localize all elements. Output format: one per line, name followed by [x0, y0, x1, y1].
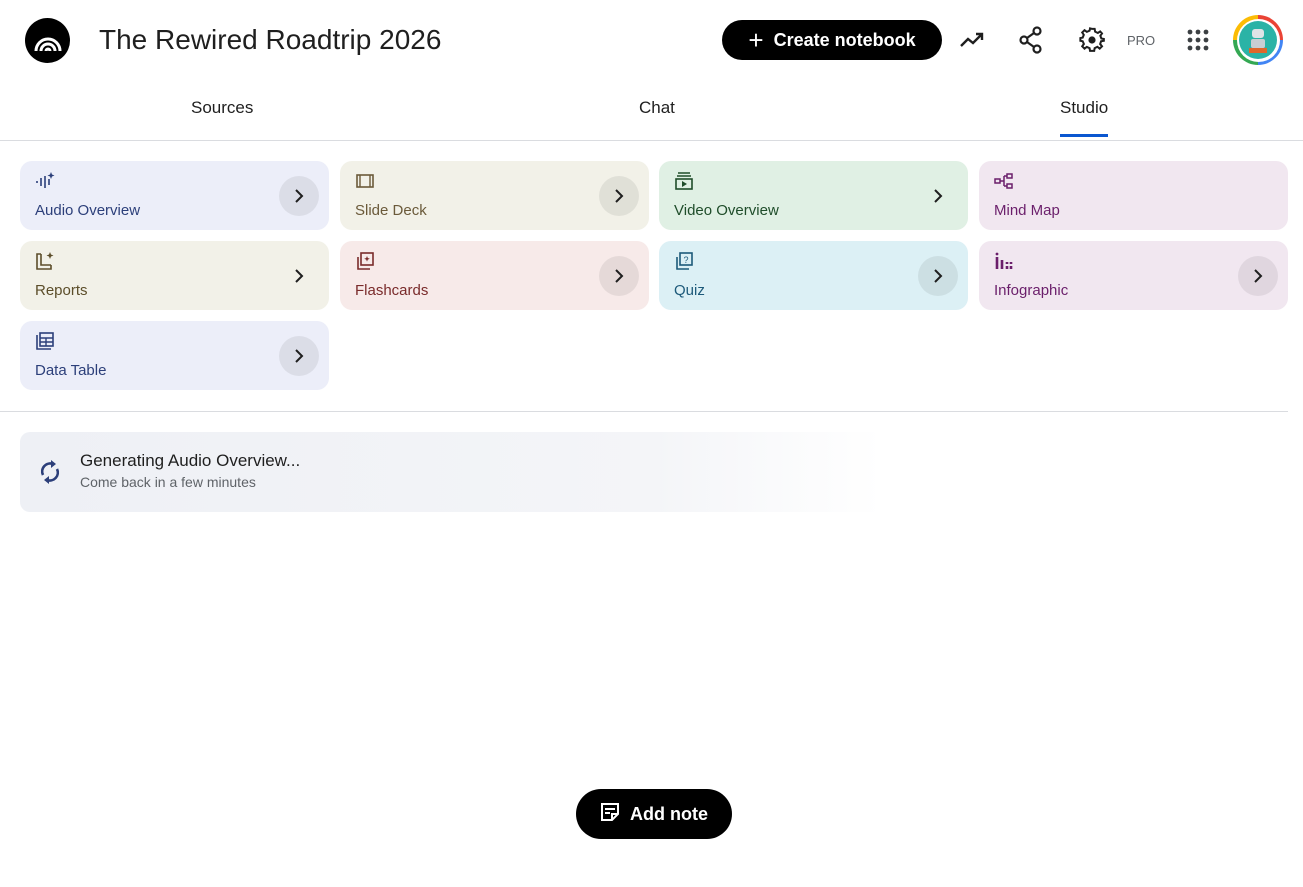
studio-card-audio-overview[interactable]: Audio Overview: [20, 161, 329, 230]
audio-waveform-sparkle-icon: [35, 171, 55, 191]
studio-card-reports[interactable]: Reports: [20, 241, 329, 310]
chevron-right-icon[interactable]: [1238, 256, 1278, 296]
studio-card-flashcards[interactable]: Flashcards: [340, 241, 649, 310]
mind-map-icon: [994, 171, 1014, 191]
chevron-right-icon[interactable]: [279, 336, 319, 376]
chevron-right-icon[interactable]: [599, 176, 639, 216]
chevron-right-icon[interactable]: [918, 256, 958, 296]
studio-card-label: Infographic: [994, 282, 1069, 299]
apps-grid-icon[interactable]: [1184, 26, 1212, 54]
studio-card-label: Reports: [35, 282, 88, 299]
svg-text:?: ?: [683, 255, 688, 265]
create-notebook-label: Create notebook: [773, 29, 916, 50]
studio-card-label: Mind Map: [994, 202, 1060, 219]
chevron-right-icon[interactable]: [279, 256, 319, 296]
slides-icon: [355, 171, 375, 191]
create-notebook-button[interactable]: + Create notebook: [722, 20, 942, 60]
chevron-right-icon[interactable]: [918, 176, 958, 216]
sync-icon: [38, 459, 62, 490]
generating-title: Generating Audio Overview...: [80, 451, 301, 470]
share-icon[interactable]: [1017, 26, 1045, 54]
studio-card-quiz[interactable]: ? Quiz: [659, 241, 968, 310]
video-icon: [674, 171, 694, 191]
note-icon: [600, 802, 620, 827]
tab-chat[interactable]: Chat: [639, 98, 675, 117]
divider: [0, 411, 1288, 412]
generating-subtitle: Come back in a few minutes: [80, 474, 256, 490]
studio-card-infographic[interactable]: Infographic: [979, 241, 1288, 310]
tab-studio[interactable]: Studio: [1060, 98, 1109, 137]
analytics-trending-icon[interactable]: [958, 26, 986, 54]
add-note-label: Add note: [630, 803, 708, 824]
plus-icon: +: [748, 25, 764, 55]
settings-gear-icon[interactable]: [1078, 26, 1106, 54]
studio-card-label: Video Overview: [674, 202, 779, 219]
pro-badge: PRO: [1127, 33, 1156, 48]
notebooklm-logo-icon[interactable]: [25, 18, 70, 63]
generating-audio-overview-item: Generating Audio Overview... Come back i…: [20, 432, 1288, 512]
studio-card-label: Flashcards: [355, 282, 429, 299]
studio-card-video-overview[interactable]: Video Overview: [659, 161, 968, 230]
tab-sources[interactable]: Sources: [191, 98, 254, 117]
studio-card-label: Audio Overview: [35, 202, 141, 219]
studio-card-label: Slide Deck: [355, 202, 427, 219]
infographic-icon: [994, 251, 1014, 271]
avatar[interactable]: [1233, 15, 1283, 65]
notebook-title[interactable]: The Rewired Roadtrip 2026: [99, 24, 442, 55]
flashcards-icon: [355, 251, 375, 271]
studio-card-data-table[interactable]: Data Table: [20, 321, 329, 390]
studio-card-mind-map[interactable]: Mind Map: [979, 161, 1288, 230]
report-sparkle-icon: [35, 251, 55, 271]
studio-card-slide-deck[interactable]: Slide Deck: [340, 161, 649, 230]
studio-card-label: Quiz: [674, 282, 705, 299]
add-note-button[interactable]: Add note: [576, 789, 732, 839]
studio-card-label: Data Table: [35, 362, 107, 379]
chevron-right-icon[interactable]: [599, 256, 639, 296]
quiz-icon: ?: [674, 251, 694, 271]
tab-bar: Sources Chat Studio: [0, 88, 1303, 141]
data-table-icon: [35, 331, 55, 351]
chevron-right-icon[interactable]: [279, 176, 319, 216]
